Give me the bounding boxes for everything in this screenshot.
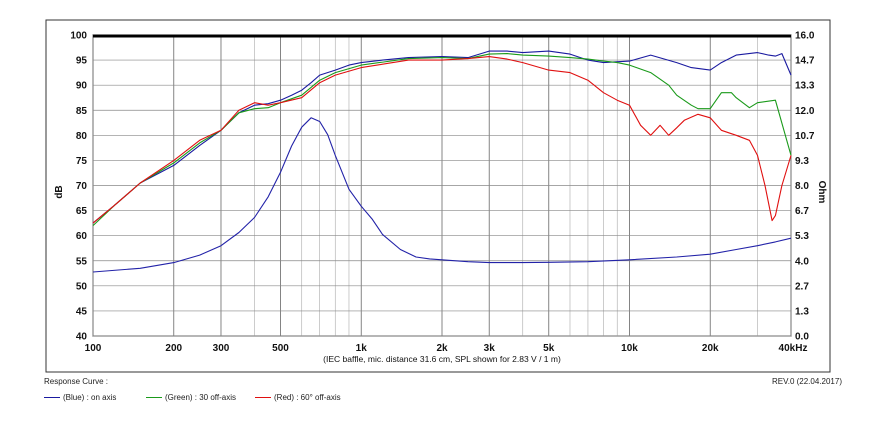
y-tick-label: 80	[76, 131, 88, 142]
y2-tick-label: 2.7	[795, 281, 809, 292]
y2-axis-title: Ohm	[816, 181, 827, 204]
y-tick-label: 65	[76, 206, 88, 217]
y2-tick-label: 9.3	[795, 156, 809, 167]
x-tick-label: 5k	[543, 343, 555, 354]
revision-label: REV.0 (22.04.2017)	[772, 377, 842, 386]
y2-tick-label: 1.3	[795, 306, 809, 317]
y-axis-title: dB	[54, 185, 65, 198]
y2-tick-label: 6.7	[795, 206, 809, 217]
legend-green-label: (Green) : 30 off-axis	[165, 393, 236, 402]
x-tick-label: 40kHz	[779, 343, 808, 354]
y-tick-label: 75	[76, 156, 88, 167]
legend-red-label: (Red) : 60° off-axis	[274, 393, 341, 402]
series-line-on-axis	[92, 50, 792, 224]
y2-tick-label: 12.0	[795, 106, 815, 117]
x-tick-label: 2k	[436, 343, 448, 354]
y-tick-label: 95	[76, 56, 88, 67]
y2-tick-labels: 0.0 1.3 2.7 4.0 5.3 6.7 8.0 9.3 10.7 12.0 13.3 14.7…	[795, 31, 815, 343]
x-tick-label: 500	[272, 343, 289, 354]
legend-blue: (Blue) : on axis	[44, 393, 116, 402]
x-tick-label: 300	[213, 343, 230, 354]
y-tick-label: 40	[76, 332, 88, 343]
legend-green-swatch	[146, 397, 162, 398]
measurement-note: (IEC baffle, mic. distance 31.6 cm, SPL …	[323, 354, 561, 364]
y-tick-label: 70	[76, 181, 88, 192]
series-line-impedance	[92, 117, 792, 273]
x-tick-label: 20k	[702, 343, 719, 354]
y2-tick-label: 8.0	[795, 181, 809, 192]
y2-tick-label: 10.7	[795, 131, 815, 142]
y-tick-label: 100	[70, 31, 87, 42]
response-curve-label: Response Curve :	[44, 377, 109, 386]
y2-tick-label: 4.0	[795, 256, 809, 267]
y-tick-label: 85	[76, 106, 88, 117]
x-tick-label: 3k	[484, 343, 496, 354]
x-tick-label: 10k	[621, 343, 638, 354]
y-tick-label: 90	[76, 81, 88, 92]
x-tick-label: 200	[165, 343, 182, 354]
y-tick-label: 60	[76, 231, 88, 242]
legend-blue-label: (Blue) : on axis	[63, 393, 117, 402]
x-tick-label: 1k	[356, 343, 368, 354]
y-tick-label: 45	[76, 306, 88, 317]
y2-tick-label: 14.7	[795, 56, 815, 67]
y2-tick-label: 0.0	[795, 332, 809, 343]
y-tick-label: 55	[76, 256, 88, 267]
series-line-30-off-axis	[92, 53, 792, 227]
series-line-60-off-axis	[92, 56, 792, 224]
y2-tick-label: 13.3	[795, 81, 815, 92]
y2-tick-label: 16.0	[795, 31, 815, 42]
y-tick-labels: 40 45 50 55 60 65 70 75 80 85 90 95 100	[70, 31, 87, 343]
x-tick-label: 100	[85, 343, 102, 354]
x-tick-labels: 100 200 300 500 1k 2k 3k 5k 10k 20k 40kHz	[85, 343, 808, 354]
y2-tick-label: 5.3	[795, 231, 809, 242]
legend-red-swatch	[255, 397, 271, 398]
legend-red: (Red) : 60° off-axis	[255, 393, 341, 402]
legend-blue-swatch	[44, 397, 60, 398]
legend-green: (Green) : 30 off-axis	[146, 393, 236, 402]
y-tick-label: 50	[76, 281, 88, 292]
series-layer	[92, 50, 792, 273]
